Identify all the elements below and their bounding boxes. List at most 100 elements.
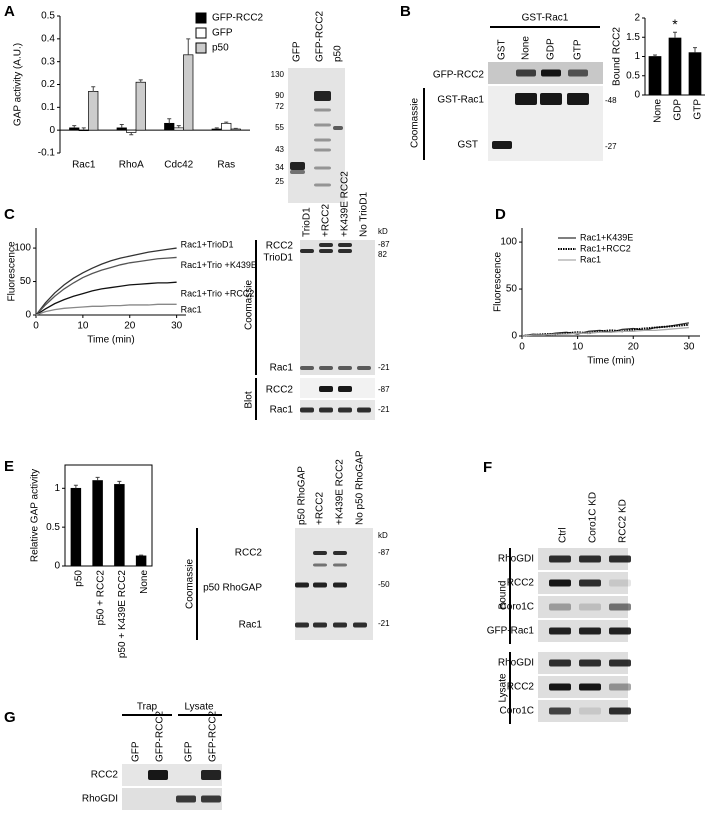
band (541, 69, 561, 77)
lane-label: GFP (131, 741, 142, 762)
y-tick-label: 1 (54, 483, 60, 494)
gel (288, 68, 345, 203)
y-tick-label: 0.1 (41, 102, 55, 113)
panel-label: C (4, 206, 15, 223)
legend-label: GFP (212, 28, 233, 39)
band (609, 603, 631, 611)
band (201, 770, 221, 780)
bar (668, 37, 682, 96)
stain-label: Coomassie (410, 98, 421, 148)
marker-label: 82 (378, 250, 387, 259)
y-tick-label: 0.5 (46, 522, 60, 533)
lane-label: No TrioD1 (359, 192, 370, 237)
y-tick-label: 0.2 (41, 79, 55, 90)
y-tick-label: 50 (20, 276, 32, 287)
marker-label: 34 (275, 163, 284, 172)
panel-label: G (4, 709, 16, 726)
marker-label: 90 (275, 91, 284, 100)
line (35, 256, 177, 316)
legend-swatch (195, 27, 207, 39)
band (609, 555, 631, 563)
gel (300, 240, 375, 375)
panel-label: F (483, 459, 492, 476)
marker-label: 25 (275, 177, 284, 186)
bar (183, 54, 194, 131)
band (333, 126, 343, 130)
x-tick-label: None (139, 570, 150, 594)
band (579, 579, 601, 587)
bar (116, 127, 127, 131)
line-label: Rac1 (181, 305, 202, 315)
band (492, 141, 512, 149)
legend-label: Rac1+K439E (580, 232, 633, 242)
group-label: Bound (498, 581, 509, 610)
row-label: RhoGDI (498, 658, 534, 669)
band (314, 91, 331, 101)
row-label: GFP-RCC2 (433, 70, 485, 81)
row-label: GST-Rac1 (437, 95, 484, 106)
band (540, 93, 562, 105)
y-tick-label: 1 (634, 51, 640, 62)
group-label: Lysate (184, 702, 214, 713)
error-bar (214, 127, 219, 130)
marker-label: -21 (378, 363, 390, 372)
marker-label: -87 (378, 240, 390, 249)
lane-label: +RCC2 (321, 203, 332, 237)
error-bar (81, 127, 86, 131)
y-axis-label: Fluorescence (7, 241, 18, 301)
error-bar (167, 118, 172, 124)
band (333, 622, 347, 628)
lane-label: p50 (333, 45, 344, 62)
bar (126, 129, 137, 133)
marker-label: -87 (378, 548, 390, 557)
lane-label: TrioD1 (302, 207, 313, 237)
y-tick-label: 0 (634, 90, 640, 101)
x-tick-label: 20 (628, 342, 640, 353)
band (300, 407, 314, 413)
row-label: Rac1 (270, 363, 294, 374)
error-bar (72, 125, 77, 128)
row-label: GST (457, 140, 478, 151)
line (35, 303, 177, 316)
band (290, 170, 305, 174)
legend-swatch (195, 12, 207, 24)
band (319, 249, 333, 253)
bar (70, 487, 82, 567)
band (314, 123, 331, 127)
band (549, 603, 571, 611)
error-bar (95, 476, 100, 481)
lane-label: No p50 RhoGAP (355, 450, 366, 525)
x-tick-label: 10 (572, 342, 584, 353)
panel-label: D (495, 206, 506, 223)
lane-label: GFP-RCC2 (315, 10, 326, 62)
marker-label: -27 (605, 142, 617, 151)
error-bar (138, 79, 143, 83)
lane-label: GFP (184, 741, 195, 762)
band (357, 366, 371, 370)
band (333, 551, 347, 555)
error-bar (224, 121, 229, 124)
band (549, 555, 571, 563)
band (579, 659, 601, 667)
gel (122, 788, 222, 810)
lane-label: Coro1C KD (588, 492, 599, 543)
line (521, 326, 689, 337)
band (549, 579, 571, 587)
band (295, 582, 309, 588)
band (549, 659, 571, 667)
row-label: Coro1C (500, 706, 534, 717)
band (314, 183, 331, 187)
error-bar (91, 86, 96, 92)
error-bar (673, 31, 677, 39)
y-tick-label: 50 (506, 284, 518, 295)
stain-label: Coomassie (185, 559, 196, 609)
marker-label: -21 (378, 619, 390, 628)
band (314, 108, 331, 112)
bar (135, 81, 146, 131)
lane-label: GFP-RCC2 (208, 710, 219, 762)
row-label: RhoGDI (82, 794, 118, 805)
band (176, 795, 196, 803)
row-label: RhoGDI (498, 554, 534, 565)
gel (538, 700, 628, 722)
y-axis-label: Fluorescence (493, 252, 504, 312)
